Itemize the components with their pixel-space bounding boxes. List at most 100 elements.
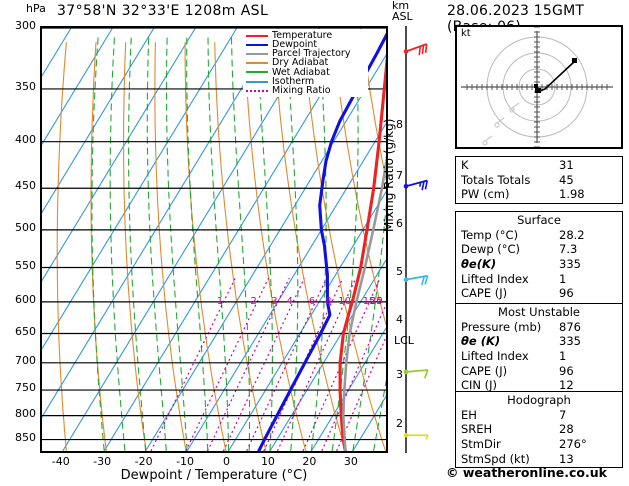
temperature-tick-10: 10 (260, 455, 275, 468)
pressure-tick-550: 550 (15, 258, 36, 272)
table-row-key: Pressure (mb) (461, 319, 542, 334)
pressure-tick-400: 400 (15, 132, 36, 146)
table-row: Dewp (°C) 7.3 (456, 242, 622, 257)
x-axis-title: Dewpoint / Temperature (°C) (120, 468, 308, 483)
legend-item: Mixing Ratio (246, 86, 366, 95)
legend-label: Dry Adiabat (272, 57, 329, 69)
pressure-tick-350: 350 (15, 79, 36, 93)
legend-label: Temperature (272, 29, 333, 41)
table-row: StmSpd (kt) 13 (456, 451, 622, 466)
table-row-value: 876 (559, 319, 581, 334)
table-row-value: 7 (559, 407, 567, 422)
table-row-key: θe (K) (461, 334, 501, 349)
table-row: θe(K) 335 (456, 257, 622, 272)
table-row-value: 28.2 (559, 227, 585, 242)
altitude-tick-2: 2 (396, 417, 403, 430)
table-row-key: StmSpd (kt) (461, 451, 530, 466)
legend-label: Dewpoint (272, 39, 318, 51)
table-row-key: Totals Totals (461, 172, 531, 187)
table-row: θe (K) 335 (456, 334, 622, 349)
mixing-ratio-label-2: 2 (250, 296, 257, 307)
table-row-key: CIN (J) (461, 378, 498, 393)
legend-label: Parcel Trajectory (272, 48, 351, 60)
mixing-ratio-label-6: 6 (308, 296, 316, 307)
pressure-tick-850: 850 (15, 430, 36, 444)
table-title: Surface (517, 213, 561, 227)
page-title: 37°58'N 32°33'E 1208m ASL (57, 3, 269, 19)
temperature-tick-0: 0 (223, 455, 230, 468)
table-row-key: Dewp (°C) (461, 242, 521, 257)
legend-item: Temperature (246, 31, 366, 40)
altitude-tick-3: 3 (396, 368, 403, 381)
legend-item: Parcel Trajectory (246, 49, 366, 58)
legend-swatch-icon (246, 34, 268, 37)
table-row-key: StmDir (461, 437, 501, 452)
altitude-unit-asl: ASL (392, 10, 413, 23)
temperature-tick-30: 30 (343, 455, 358, 468)
pressure-tick-800: 800 (15, 406, 36, 420)
table-row-value: 1 (559, 349, 567, 364)
surface-table: Surface Temp (°C) 28.2 Dewp (°C) 7.3 θe(K) 335… (455, 211, 623, 318)
wind-barb (403, 432, 429, 440)
pressure-tick-700: 700 (15, 353, 36, 367)
pressure-unit-label: hPa (26, 2, 46, 15)
table-row-key: EH (461, 407, 477, 422)
table-title: Hodograph (507, 393, 571, 407)
table-row-key: CAPE (J) (461, 286, 508, 301)
lcl-marker-label: LCL (394, 334, 414, 347)
mixing-ratio-label-3: 3 (271, 296, 278, 307)
altitude-tick-7: 7 (396, 169, 403, 182)
altitude-unit-label: km ASL (392, 0, 413, 22)
table-row-value: 335 (559, 257, 581, 272)
table-row-key: K (461, 158, 469, 173)
skewt-plot (40, 26, 388, 453)
mixing-ratio-label-20: 20 (370, 296, 383, 307)
table-row-value: 7.3 (559, 242, 578, 257)
table-row: Temp (°C) 28.2 (456, 228, 622, 243)
hodograph-plot (455, 16, 623, 158)
hodograph-table: Hodograph EH 7 SREH 28 StmDir 276° StmSpd (kt) 1… (455, 391, 623, 468)
legend-swatch-icon (246, 89, 268, 92)
table-row: K 31 (456, 158, 622, 173)
temperature-tick--10: -10 (176, 455, 195, 468)
legend-item: Wet Adiabat (246, 68, 366, 77)
hodograph-unit-label: kt (461, 28, 471, 39)
wind-barb (403, 43, 428, 56)
wind-barb (403, 274, 429, 286)
pressure-tick-750: 750 (15, 381, 36, 395)
table-row-value: 12 (559, 378, 574, 393)
table-row: Totals Totals 45 (456, 173, 622, 188)
legend-swatch-icon (246, 80, 268, 83)
mixing-ratio-label-8: 8 (325, 296, 332, 307)
mixing-ratio-label-25: 25 (370, 296, 383, 307)
table-title: Most Unstable (498, 305, 580, 319)
temperature-tick--30: -30 (93, 455, 112, 468)
table-row: Pressure (mb) 876 (456, 320, 622, 335)
table-row-value: 1.98 (559, 187, 585, 202)
altitude-tick-5: 5 (396, 265, 403, 278)
table-row-value: 13 (559, 451, 574, 466)
skewt-canvas (42, 28, 386, 451)
temperature-tick--40: -40 (51, 455, 70, 468)
pressure-tick-300: 300 (15, 19, 36, 32)
table-row-key: SREH (461, 422, 493, 437)
table-row-key: Lifted Index (461, 271, 529, 286)
table-row-key: PW (cm) (461, 187, 510, 202)
table-row-key: Temp (°C) (461, 227, 519, 242)
table-row: SREH 28 (456, 422, 622, 437)
wind-barb (403, 179, 429, 191)
legend-item: Dry Adiabat (246, 57, 366, 69)
table-row: CAPE (J) 96 (456, 363, 622, 378)
temperature-tick--20: -20 (134, 455, 153, 468)
mixing-ratio-label-10: 10 (338, 296, 352, 307)
legend-swatch-icon (246, 43, 268, 46)
table-row-value: 45 (559, 172, 574, 187)
table-row-value: 96 (559, 286, 574, 301)
table-row-value: 28 (559, 422, 574, 437)
mixing-ratio-label-1: 1 (216, 296, 224, 307)
legend-item: Dewpoint (246, 40, 366, 49)
mixing-ratio-label-4: 4 (286, 296, 293, 307)
table-row-key: Lifted Index (461, 349, 529, 364)
pressure-tick-450: 450 (15, 179, 36, 193)
table-row-value: 276° (559, 437, 587, 452)
